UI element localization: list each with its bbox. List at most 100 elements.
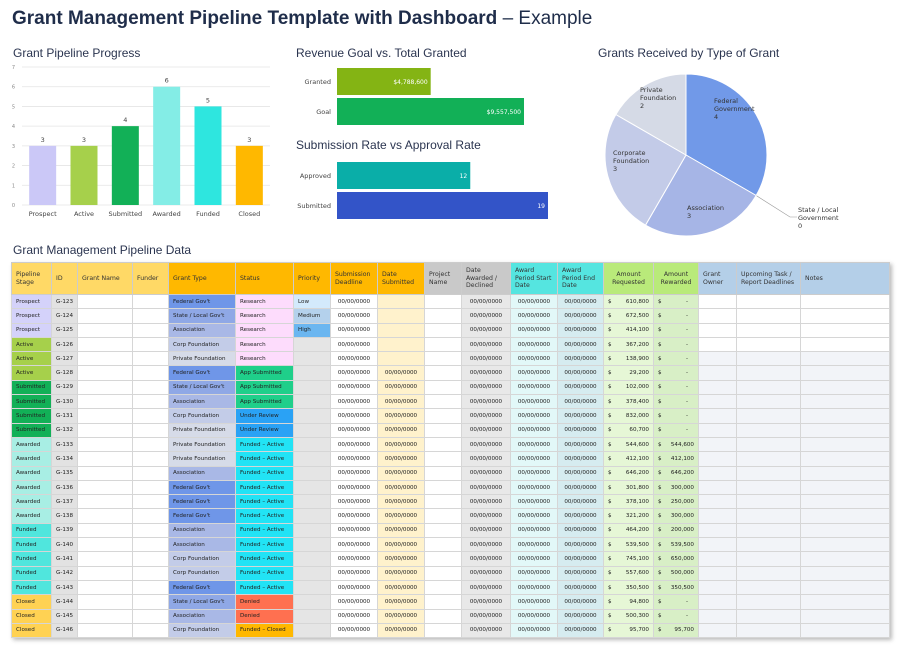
- priority-cell[interactable]: [293, 537, 331, 553]
- pipeline-stage-cell[interactable]: Submitted: [11, 379, 52, 396]
- id-cell[interactable]: G-132: [51, 422, 78, 438]
- project-name-cell[interactable]: [424, 293, 462, 310]
- grant-name-cell[interactable]: [77, 394, 133, 410]
- amount-requested-cell[interactable]: $378,100: [603, 494, 654, 510]
- award-start-cell[interactable]: 00/00/0000: [510, 508, 558, 524]
- amount-rewarded-cell[interactable]: $ -: [653, 351, 699, 367]
- column-header-date-awarded-declined[interactable]: Date Awarded / Declined: [461, 262, 511, 295]
- award-start-cell[interactable]: 00/00/0000: [510, 365, 558, 381]
- grant-type-cell[interactable]: Federal Gov't: [168, 508, 236, 524]
- grant-type-cell[interactable]: Private Foundation: [168, 351, 236, 367]
- project-name-cell[interactable]: [424, 622, 462, 639]
- project-name-cell[interactable]: [424, 408, 462, 424]
- amount-requested-cell[interactable]: $321,200: [603, 508, 654, 524]
- project-name-cell[interactable]: [424, 508, 462, 524]
- date-submitted-cell[interactable]: 00/00/0000: [377, 579, 425, 596]
- column-header-notes[interactable]: Notes: [800, 262, 890, 295]
- grant-name-cell[interactable]: [77, 551, 133, 567]
- project-name-cell[interactable]: [424, 465, 462, 481]
- project-name-cell[interactable]: [424, 394, 462, 410]
- amount-requested-cell[interactable]: $367,200: [603, 336, 654, 353]
- status-cell[interactable]: Research: [235, 322, 294, 338]
- grant-owner-cell[interactable]: [698, 551, 737, 567]
- notes-cell[interactable]: [800, 436, 890, 453]
- pipeline-stage-cell[interactable]: Awarded: [11, 494, 52, 510]
- amount-requested-cell[interactable]: $29,200: [603, 365, 654, 381]
- award-end-cell[interactable]: 00/00/0000: [557, 494, 604, 510]
- grant-owner-cell[interactable]: [698, 365, 737, 381]
- award-end-cell[interactable]: 00/00/0000: [557, 622, 604, 639]
- grant-name-cell[interactable]: [77, 379, 133, 396]
- project-name-cell[interactable]: [424, 436, 462, 453]
- amount-requested-cell[interactable]: $94,800: [603, 594, 654, 610]
- date-awarded-cell[interactable]: 00/00/0000: [461, 522, 511, 539]
- amount-rewarded-cell[interactable]: $ -: [653, 379, 699, 396]
- grant-name-cell[interactable]: [77, 494, 133, 510]
- award-end-cell[interactable]: 00/00/0000: [557, 308, 604, 324]
- amount-rewarded-cell[interactable]: $ -: [653, 408, 699, 424]
- project-name-cell[interactable]: [424, 322, 462, 338]
- project-name-cell[interactable]: [424, 494, 462, 510]
- date-submitted-cell[interactable]: 00/00/0000: [377, 379, 425, 396]
- grant-type-cell[interactable]: Federal Gov't: [168, 579, 236, 596]
- funder-cell[interactable]: [132, 537, 169, 553]
- status-cell[interactable]: App Submitted: [235, 379, 294, 396]
- notes-cell[interactable]: [800, 594, 890, 610]
- grant-type-cell[interactable]: Association: [168, 322, 236, 338]
- notes-cell[interactable]: [800, 336, 890, 353]
- funder-cell[interactable]: [132, 293, 169, 310]
- column-header-funder[interactable]: Funder: [132, 262, 169, 295]
- status-cell[interactable]: Denied: [235, 594, 294, 610]
- column-header-award-period-end-date[interactable]: Award Period End Date: [557, 262, 604, 295]
- status-cell[interactable]: Funded – Active: [235, 565, 294, 581]
- status-cell[interactable]: Denied: [235, 608, 294, 624]
- submission-deadline-cell[interactable]: 00/00/0000: [330, 465, 378, 481]
- column-header-grant-type[interactable]: Grant Type: [168, 262, 236, 295]
- award-end-cell[interactable]: 00/00/0000: [557, 594, 604, 610]
- id-cell[interactable]: G-124: [51, 308, 78, 324]
- id-cell[interactable]: G-138: [51, 508, 78, 524]
- award-end-cell[interactable]: 00/00/0000: [557, 537, 604, 553]
- date-submitted-cell[interactable]: 00/00/0000: [377, 479, 425, 496]
- funder-cell[interactable]: [132, 422, 169, 438]
- status-cell[interactable]: Funded – Active: [235, 579, 294, 596]
- grant-owner-cell[interactable]: [698, 394, 737, 410]
- status-cell[interactable]: Funded – Active: [235, 494, 294, 510]
- grant-name-cell[interactable]: [77, 479, 133, 496]
- id-cell[interactable]: G-137: [51, 494, 78, 510]
- upcoming-task-cell[interactable]: [736, 394, 801, 410]
- date-submitted-cell[interactable]: 00/00/0000: [377, 537, 425, 553]
- amount-requested-cell[interactable]: $745,100: [603, 551, 654, 567]
- submission-deadline-cell[interactable]: 00/00/0000: [330, 494, 378, 510]
- funder-cell[interactable]: [132, 379, 169, 396]
- submission-deadline-cell[interactable]: 00/00/0000: [330, 451, 378, 467]
- award-start-cell[interactable]: 00/00/0000: [510, 293, 558, 310]
- grant-name-cell[interactable]: [77, 522, 133, 539]
- funder-cell[interactable]: [132, 465, 169, 481]
- grant-owner-cell[interactable]: [698, 594, 737, 610]
- grant-name-cell[interactable]: [77, 465, 133, 481]
- award-end-cell[interactable]: 00/00/0000: [557, 293, 604, 310]
- id-cell[interactable]: G-141: [51, 551, 78, 567]
- amount-requested-cell[interactable]: $557,600: [603, 565, 654, 581]
- amount-rewarded-cell[interactable]: $650,000: [653, 551, 699, 567]
- grant-type-cell[interactable]: Association: [168, 394, 236, 410]
- funder-cell[interactable]: [132, 579, 169, 596]
- upcoming-task-cell[interactable]: [736, 537, 801, 553]
- status-cell[interactable]: Funded – Active: [235, 508, 294, 524]
- award-start-cell[interactable]: 00/00/0000: [510, 537, 558, 553]
- amount-requested-cell[interactable]: $500,300: [603, 608, 654, 624]
- upcoming-task-cell[interactable]: [736, 551, 801, 567]
- award-start-cell[interactable]: 00/00/0000: [510, 451, 558, 467]
- award-end-cell[interactable]: 00/00/0000: [557, 351, 604, 367]
- upcoming-task-cell[interactable]: [736, 594, 801, 610]
- notes-cell[interactable]: [800, 537, 890, 553]
- award-end-cell[interactable]: 00/00/0000: [557, 522, 604, 539]
- date-awarded-cell[interactable]: 00/00/0000: [461, 336, 511, 353]
- date-awarded-cell[interactable]: 00/00/0000: [461, 379, 511, 396]
- amount-rewarded-cell[interactable]: $95,700: [653, 622, 699, 639]
- pipeline-stage-cell[interactable]: Active: [11, 336, 52, 353]
- funder-cell[interactable]: [132, 408, 169, 424]
- funder-cell[interactable]: [132, 622, 169, 639]
- submission-deadline-cell[interactable]: 00/00/0000: [330, 293, 378, 310]
